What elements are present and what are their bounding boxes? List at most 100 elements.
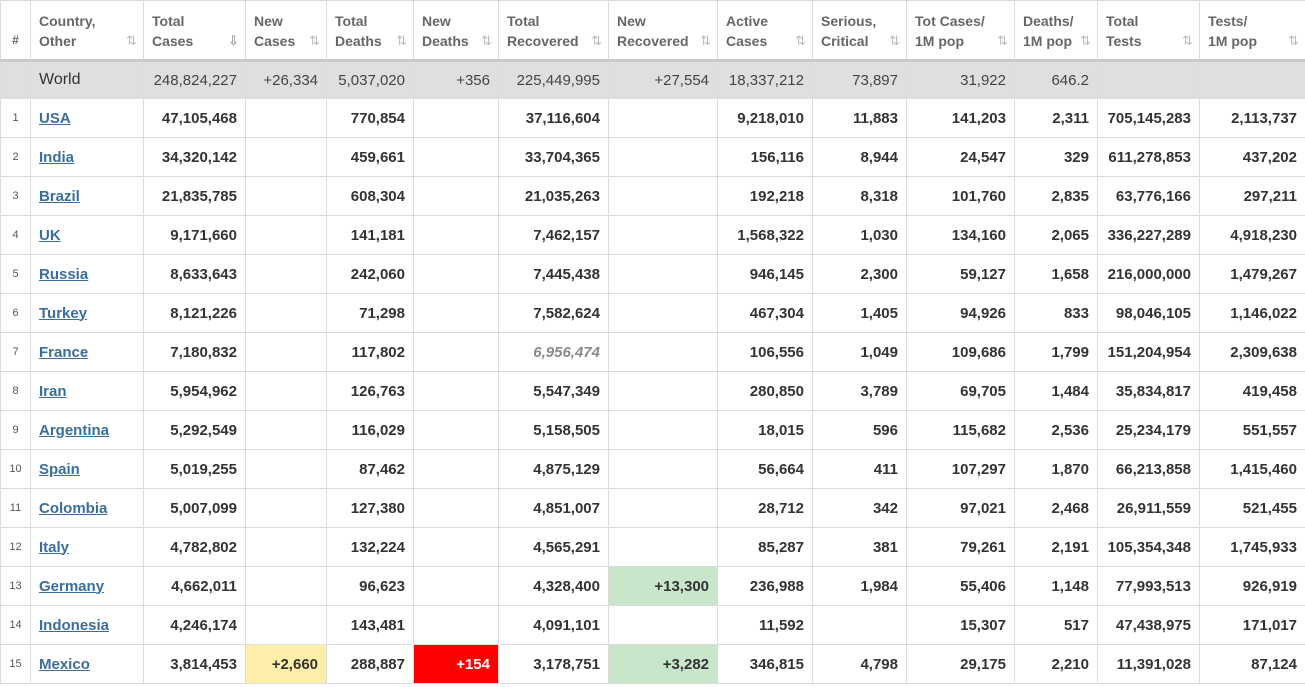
sort-icon[interactable]: ⇅ bbox=[997, 33, 1008, 48]
header-new-deaths[interactable]: New Deaths ⇅ bbox=[413, 0, 499, 61]
header-total-cases[interactable]: Total Cases ⇩ bbox=[143, 0, 246, 61]
new-recovered-cell bbox=[608, 527, 718, 567]
header-deaths-per-1m[interactable]: Deaths/1M pop ⇅ bbox=[1014, 0, 1098, 61]
header-total-deaths[interactable]: Total Deaths ⇅ bbox=[326, 0, 414, 61]
rank-cell bbox=[0, 59, 31, 99]
serious-critical-cell: 342 bbox=[812, 488, 907, 528]
table-row: 8 Iran 5,954,962 126,763 5,547,349 280,850 3,7… bbox=[0, 371, 1305, 411]
tests-per-1m-cell: 926,919 bbox=[1199, 566, 1305, 606]
active-cases-cell: 346,815 bbox=[717, 644, 813, 684]
country-cell: Italy bbox=[30, 527, 144, 567]
new-cases-cell bbox=[245, 137, 327, 177]
header-label: Cases bbox=[726, 33, 768, 49]
total-tests-cell: 705,145,283 bbox=[1097, 98, 1200, 138]
header-country[interactable]: Country, Other ⇅ bbox=[30, 0, 144, 61]
total-cases-cell: 21,835,785 bbox=[143, 176, 246, 216]
new-deaths-cell: +356 bbox=[413, 59, 499, 99]
table-row: 13 Germany 4,662,011 96,623 4,328,400 +13,300… bbox=[0, 566, 1305, 606]
country-link[interactable]: Colombia bbox=[39, 499, 108, 517]
sort-active-icon[interactable]: ⇩ bbox=[228, 33, 239, 48]
country-link[interactable]: Mexico bbox=[39, 655, 90, 673]
country-link[interactable]: Argentina bbox=[39, 421, 110, 439]
total-deaths-cell: 608,304 bbox=[326, 176, 414, 216]
country-link[interactable]: Turkey bbox=[39, 304, 88, 322]
sort-icon[interactable]: ⇅ bbox=[1288, 33, 1299, 48]
active-cases-cell: 192,218 bbox=[717, 176, 813, 216]
country-link[interactable]: Spain bbox=[39, 460, 80, 478]
active-cases-cell: 28,712 bbox=[717, 488, 813, 528]
country-link[interactable]: Brazil bbox=[39, 187, 80, 205]
total-tests-cell: 98,046,105 bbox=[1097, 293, 1200, 333]
rank-cell: 12 bbox=[0, 527, 31, 567]
cases-per-1m-cell: 31,922 bbox=[906, 59, 1015, 99]
header-cases-per-1m[interactable]: Tot Cases/1M pop ⇅ bbox=[906, 0, 1015, 61]
header-serious-critical[interactable]: Serious, Critical ⇅ bbox=[812, 0, 907, 61]
serious-critical-cell: 1,049 bbox=[812, 332, 907, 372]
header-label: Deaths bbox=[422, 33, 469, 49]
country-link[interactable]: UK bbox=[39, 226, 61, 244]
total-deaths-cell: 116,029 bbox=[326, 410, 414, 450]
country-link[interactable]: Italy bbox=[39, 538, 70, 556]
total-deaths-cell: 127,380 bbox=[326, 488, 414, 528]
country-cell: UK bbox=[30, 215, 144, 255]
header-active-cases[interactable]: Active Cases ⇅ bbox=[717, 0, 813, 61]
new-deaths-cell bbox=[413, 98, 499, 138]
new-cases-cell bbox=[245, 410, 327, 450]
tests-per-1m-cell: 297,211 bbox=[1199, 176, 1305, 216]
header-new-recovered[interactable]: New Recovered ⇅ bbox=[608, 0, 718, 61]
sort-icon[interactable]: ⇅ bbox=[481, 33, 492, 48]
world-row: World 248,824,227 +26,334 5,037,020 +356… bbox=[0, 59, 1305, 99]
header-label: Country, bbox=[39, 13, 96, 29]
cases-per-1m-cell: 109,686 bbox=[906, 332, 1015, 372]
sort-icon[interactable]: ⇅ bbox=[795, 33, 806, 48]
sort-icon[interactable]: ⇅ bbox=[1080, 33, 1091, 48]
new-recovered-cell bbox=[608, 332, 718, 372]
header-new-cases[interactable]: New Cases ⇅ bbox=[245, 0, 327, 61]
total-deaths-cell: 96,623 bbox=[326, 566, 414, 606]
header-label: Serious, bbox=[821, 13, 877, 29]
sort-icon[interactable]: ⇅ bbox=[889, 33, 900, 48]
total-cases-cell: 4,782,802 bbox=[143, 527, 246, 567]
header-total-recovered[interactable]: Total Recovered ⇅ bbox=[498, 0, 609, 61]
sort-icon[interactable]: ⇅ bbox=[309, 33, 320, 48]
cases-per-1m-cell: 59,127 bbox=[906, 254, 1015, 294]
country-link[interactable]: India bbox=[39, 148, 75, 166]
new-recovered-cell bbox=[608, 293, 718, 333]
rank-cell: 9 bbox=[0, 410, 31, 450]
header-label: Other bbox=[39, 33, 77, 49]
serious-critical-cell: 11,883 bbox=[812, 98, 907, 138]
cases-per-1m-cell: 134,160 bbox=[906, 215, 1015, 255]
sort-icon[interactable]: ⇅ bbox=[700, 33, 711, 48]
cases-per-1m-cell: 55,406 bbox=[906, 566, 1015, 606]
new-recovered-cell: +27,554 bbox=[608, 59, 718, 99]
country-cell: France bbox=[30, 332, 144, 372]
header-total-tests[interactable]: Total Tests ⇅ bbox=[1097, 0, 1200, 61]
sort-icon[interactable]: ⇅ bbox=[1182, 33, 1193, 48]
world-label: World bbox=[30, 59, 144, 99]
country-link[interactable]: USA bbox=[39, 109, 71, 127]
header-tests-per-1m[interactable]: Tests/1M pop ⇅ bbox=[1199, 0, 1305, 61]
sort-icon[interactable]: ⇅ bbox=[396, 33, 407, 48]
new-recovered-cell bbox=[608, 137, 718, 177]
sort-icon[interactable]: ⇅ bbox=[126, 33, 137, 48]
header-label: 1M pop bbox=[1208, 33, 1257, 49]
tests-per-1m-cell: 419,458 bbox=[1199, 371, 1305, 411]
country-link[interactable]: Indonesia bbox=[39, 616, 110, 634]
header-rank[interactable]: # bbox=[0, 0, 31, 61]
country-link[interactable]: Russia bbox=[39, 265, 89, 283]
serious-critical-cell: 1,984 bbox=[812, 566, 907, 606]
deaths-per-1m-cell: 1,484 bbox=[1014, 371, 1098, 411]
sort-icon[interactable]: ⇅ bbox=[591, 33, 602, 48]
new-recovered-cell: +3,282 bbox=[608, 644, 718, 684]
rank-cell: 2 bbox=[0, 137, 31, 177]
cases-per-1m-cell: 97,021 bbox=[906, 488, 1015, 528]
country-link[interactable]: France bbox=[39, 343, 89, 361]
table-row: 5 Russia 8,633,643 242,060 7,445,438 946,145 2… bbox=[0, 254, 1305, 294]
cases-per-1m-cell: 69,705 bbox=[906, 371, 1015, 411]
country-link[interactable]: Germany bbox=[39, 577, 105, 595]
header-label: Tests bbox=[1106, 33, 1142, 49]
active-cases-cell: 18,337,212 bbox=[717, 59, 813, 99]
total-tests-cell: 216,000,000 bbox=[1097, 254, 1200, 294]
country-link[interactable]: Iran bbox=[39, 382, 67, 400]
serious-critical-cell: 4,798 bbox=[812, 644, 907, 684]
